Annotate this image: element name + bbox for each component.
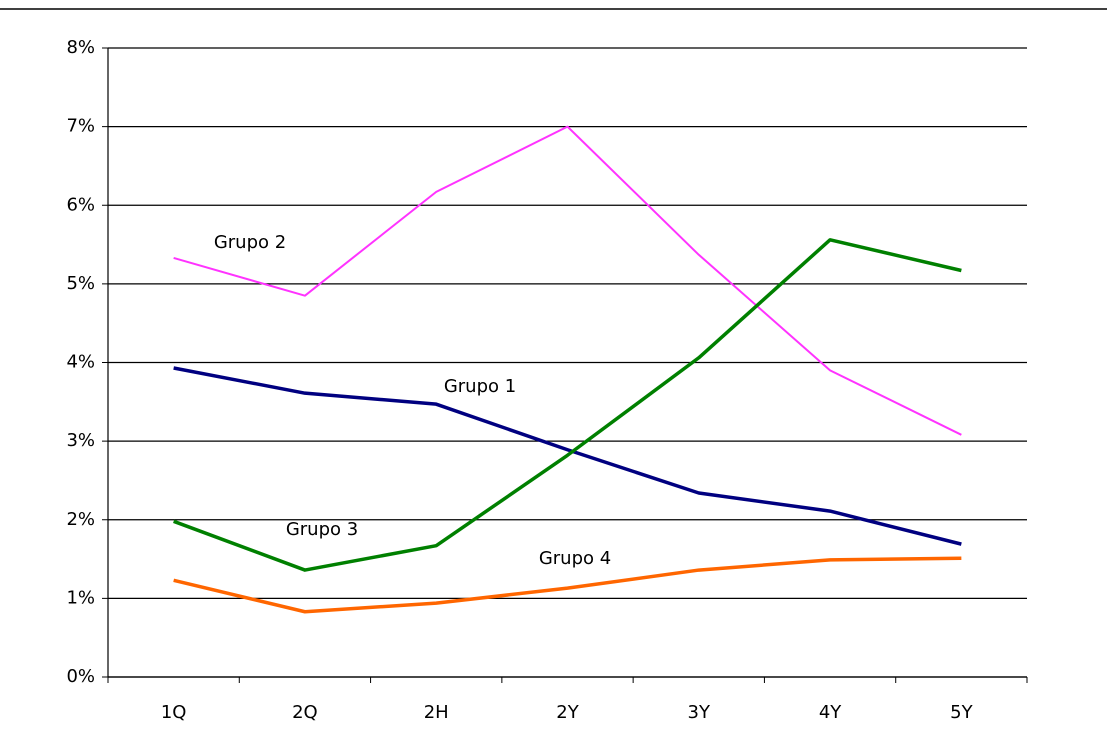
- series-line: [173, 238, 962, 572]
- x-tick-label: 2Y: [556, 702, 579, 723]
- y-tick-label: 4%: [66, 352, 95, 373]
- series-label: Grupo 4: [539, 548, 611, 569]
- x-tick-label: 2Q: [292, 702, 318, 723]
- x-tick-label: 5Y: [950, 702, 973, 723]
- y-tick-label: 5%: [66, 273, 95, 294]
- series-line: [173, 556, 962, 614]
- series-label: Grupo 1: [444, 376, 516, 397]
- series-label: Grupo 3: [286, 519, 358, 540]
- y-tick-label: 3%: [66, 430, 95, 451]
- y-tick-label: 0%: [66, 666, 95, 687]
- y-tick-label: 8%: [66, 37, 95, 58]
- series-line: [173, 366, 962, 546]
- y-tick-label: 1%: [66, 587, 95, 608]
- x-tick-label: 4Y: [819, 702, 842, 723]
- x-tick-label: 1Q: [161, 702, 187, 723]
- y-tick-label: 7%: [66, 116, 95, 137]
- y-tick-label: 2%: [66, 509, 95, 530]
- x-tick-label: 3Y: [688, 702, 711, 723]
- series-label: Grupo 2: [214, 232, 286, 253]
- series-line: [173, 125, 962, 436]
- x-tick-label: 2H: [424, 702, 449, 723]
- y-tick-label: 6%: [66, 194, 95, 215]
